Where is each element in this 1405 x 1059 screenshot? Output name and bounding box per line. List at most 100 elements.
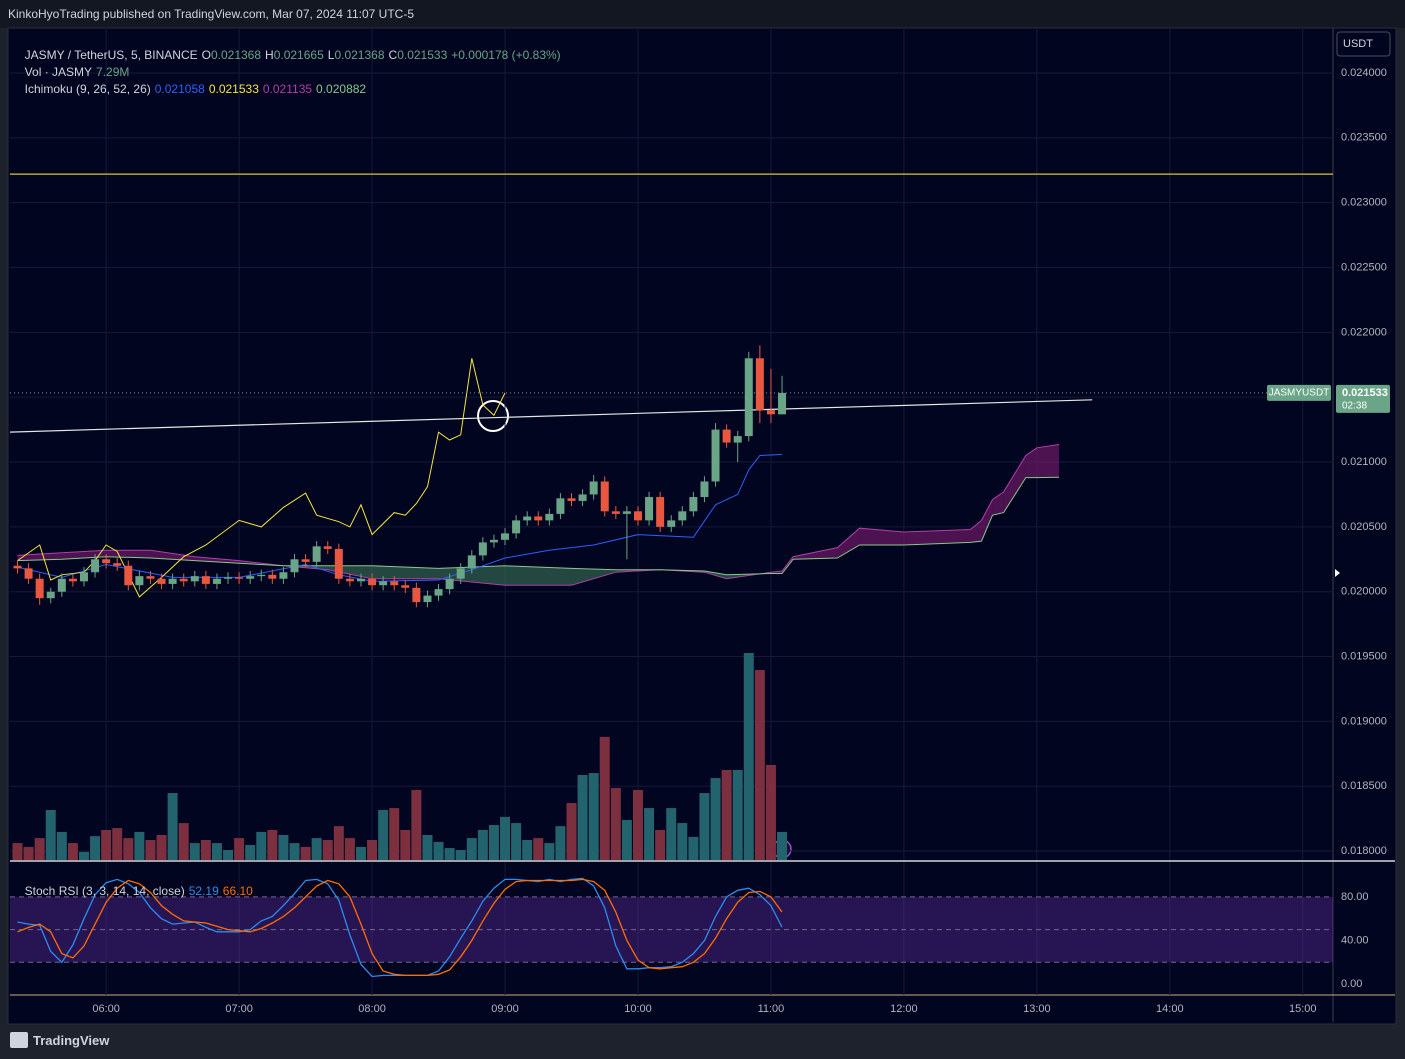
cloud-fill bbox=[837, 528, 860, 558]
candle-body bbox=[345, 578, 354, 582]
x-tick-label: 13:00 bbox=[1023, 1003, 1051, 1015]
volume-bar bbox=[322, 839, 333, 860]
volume-bar bbox=[632, 789, 643, 860]
candle-body bbox=[512, 520, 521, 534]
candle-body bbox=[279, 572, 288, 579]
volume-bar bbox=[234, 838, 245, 860]
candle-body bbox=[79, 572, 88, 582]
currency-label[interactable]: USDT bbox=[1343, 38, 1373, 50]
symbol-legend: JASMY / TetherUS, 5, BINANCE O0.021368 H0.… bbox=[18, 34, 565, 62]
cloud-fill bbox=[1036, 444, 1060, 478]
candle-body bbox=[744, 358, 753, 437]
cloud-fill bbox=[438, 565, 506, 586]
volume-bar bbox=[588, 773, 599, 860]
cloud-line bbox=[17, 476, 1060, 576]
candle-body bbox=[246, 576, 255, 579]
stoch-tick-label: 40.00 bbox=[1341, 934, 1369, 946]
y-tick-label: 0.020500 bbox=[1341, 521, 1387, 533]
volume-bar bbox=[411, 789, 422, 860]
candle-body bbox=[423, 595, 432, 603]
candle-body bbox=[290, 559, 299, 573]
volume-bar bbox=[732, 769, 743, 860]
y-tick-label: 0.023000 bbox=[1341, 197, 1387, 209]
candle-body bbox=[57, 578, 66, 592]
x-tick-label: 11:00 bbox=[758, 1003, 785, 1015]
x-tick-label: 07:00 bbox=[225, 1003, 253, 1015]
volume-bar bbox=[655, 829, 666, 860]
cloud-fill bbox=[194, 556, 240, 564]
candle-body bbox=[412, 587, 421, 603]
volume-bar bbox=[566, 803, 577, 860]
volume-bar bbox=[378, 809, 389, 860]
volume-bar bbox=[245, 844, 256, 860]
volume-bar bbox=[688, 836, 699, 860]
candle-body bbox=[456, 568, 465, 579]
volume-bar bbox=[278, 834, 289, 860]
candle-body bbox=[135, 576, 144, 586]
candle-body bbox=[68, 578, 77, 582]
volume-bar bbox=[145, 839, 156, 860]
x-tick-label: 10:00 bbox=[624, 1003, 652, 1015]
candle-body bbox=[301, 559, 310, 562]
volume-bar bbox=[644, 808, 655, 860]
volume-bar bbox=[610, 788, 621, 860]
lead-b-value: 0.020882 bbox=[316, 82, 367, 96]
volume-bar bbox=[267, 829, 278, 860]
volume-bar bbox=[710, 778, 721, 860]
symbol-tag bbox=[1267, 384, 1331, 401]
volume-bar bbox=[67, 843, 78, 860]
candle-body bbox=[578, 494, 587, 501]
candle-body bbox=[589, 481, 598, 495]
volume-bar bbox=[621, 819, 632, 860]
volume-bar bbox=[156, 834, 167, 860]
cloud-fill bbox=[1025, 447, 1037, 478]
y-tick-label: 0.021000 bbox=[1341, 456, 1387, 468]
top-bar bbox=[0, 0, 1405, 28]
stoch-tick-label: 0.00 bbox=[1341, 978, 1362, 990]
volume-bar bbox=[300, 846, 311, 860]
cloud-fill bbox=[859, 528, 904, 546]
publish-info: KinkoHyoTrading published on TradingView… bbox=[8, 7, 415, 21]
candle-body bbox=[501, 533, 510, 540]
volume-bar bbox=[56, 831, 67, 860]
ohlc-key: H bbox=[265, 48, 274, 62]
cloud-line bbox=[17, 444, 1060, 586]
candle-body bbox=[334, 548, 343, 579]
candle-body bbox=[390, 581, 399, 586]
y-tick-label: 0.019000 bbox=[1341, 715, 1387, 727]
x-tick-label: 12:00 bbox=[890, 1003, 918, 1015]
volume-label: Vol · JASMY bbox=[24, 65, 93, 79]
volume-bar bbox=[743, 653, 754, 860]
stoch-legend: Stoch RSI (3, 3, 14, 14, close) 52.19 66.1… bbox=[18, 870, 257, 898]
ichimoku-line bbox=[17, 358, 506, 598]
candle-body bbox=[678, 511, 687, 521]
volume-bar bbox=[422, 834, 433, 860]
volume-bar bbox=[666, 808, 677, 860]
volume-bar bbox=[112, 828, 123, 860]
volume-bar bbox=[444, 848, 455, 860]
volume-bar bbox=[34, 838, 45, 860]
change: +0.000178 (+0.83%) bbox=[451, 48, 561, 62]
y-tick-label: 0.019500 bbox=[1341, 650, 1387, 662]
currency-button[interactable] bbox=[1336, 31, 1391, 57]
annotation-circle bbox=[477, 400, 509, 432]
stoch-label: Stoch RSI (3, 3, 14, 14, close) bbox=[24, 884, 185, 898]
candle-body bbox=[545, 513, 554, 521]
volume-bar bbox=[577, 774, 588, 860]
volume-bar bbox=[344, 838, 355, 860]
ohlc-value: 0.021368 bbox=[210, 48, 262, 62]
ohlc-key: O bbox=[201, 48, 211, 62]
ohlc-key: L bbox=[327, 48, 335, 62]
cloud-fill bbox=[1003, 455, 1026, 513]
candle-body bbox=[700, 481, 709, 498]
candle-body bbox=[102, 559, 111, 564]
volume-bar bbox=[522, 839, 533, 860]
y-tick-label: 0.022000 bbox=[1341, 326, 1387, 338]
x-tick-label: 06:00 bbox=[92, 1003, 120, 1015]
volume-bar bbox=[699, 793, 710, 860]
candle-body bbox=[235, 577, 244, 579]
volume-bar bbox=[488, 824, 499, 860]
k-value: 52.19 bbox=[188, 884, 219, 898]
scroll-arrow[interactable] bbox=[1335, 569, 1340, 577]
